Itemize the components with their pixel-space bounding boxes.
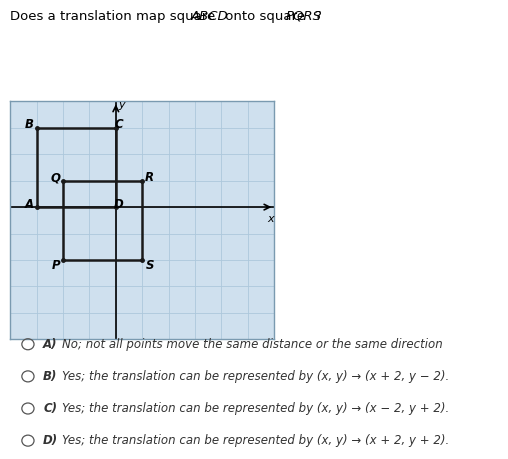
- Text: C): C): [43, 402, 57, 415]
- Text: Q: Q: [51, 171, 60, 184]
- Text: ?: ?: [314, 10, 321, 22]
- Text: ABCD: ABCD: [190, 10, 228, 22]
- Text: onto square: onto square: [221, 10, 309, 22]
- Text: y: y: [118, 101, 125, 111]
- Text: B: B: [25, 118, 34, 131]
- Text: Does a translation map square: Does a translation map square: [10, 10, 219, 22]
- Text: A): A): [43, 338, 58, 351]
- Text: No; not all points move the same distance or the same direction: No; not all points move the same distanc…: [62, 338, 443, 351]
- Text: C: C: [114, 118, 123, 131]
- Text: Yes; the translation can be represented by (x, y) → (x + 2, y − 2).: Yes; the translation can be represented …: [62, 370, 450, 383]
- Text: R: R: [145, 171, 154, 184]
- Text: D: D: [114, 198, 124, 212]
- Text: Yes; the translation can be represented by (x, y) → (x + 2, y + 2).: Yes; the translation can be represented …: [62, 434, 450, 447]
- Text: Yes; the translation can be represented by (x, y) → (x − 2, y + 2).: Yes; the translation can be represented …: [62, 402, 450, 415]
- Text: B): B): [43, 370, 57, 383]
- Text: PQRS: PQRS: [285, 10, 322, 22]
- Text: P: P: [51, 259, 60, 272]
- Text: x: x: [267, 214, 274, 224]
- Text: A: A: [24, 198, 34, 212]
- Text: D): D): [43, 434, 58, 447]
- Text: S: S: [145, 259, 154, 272]
